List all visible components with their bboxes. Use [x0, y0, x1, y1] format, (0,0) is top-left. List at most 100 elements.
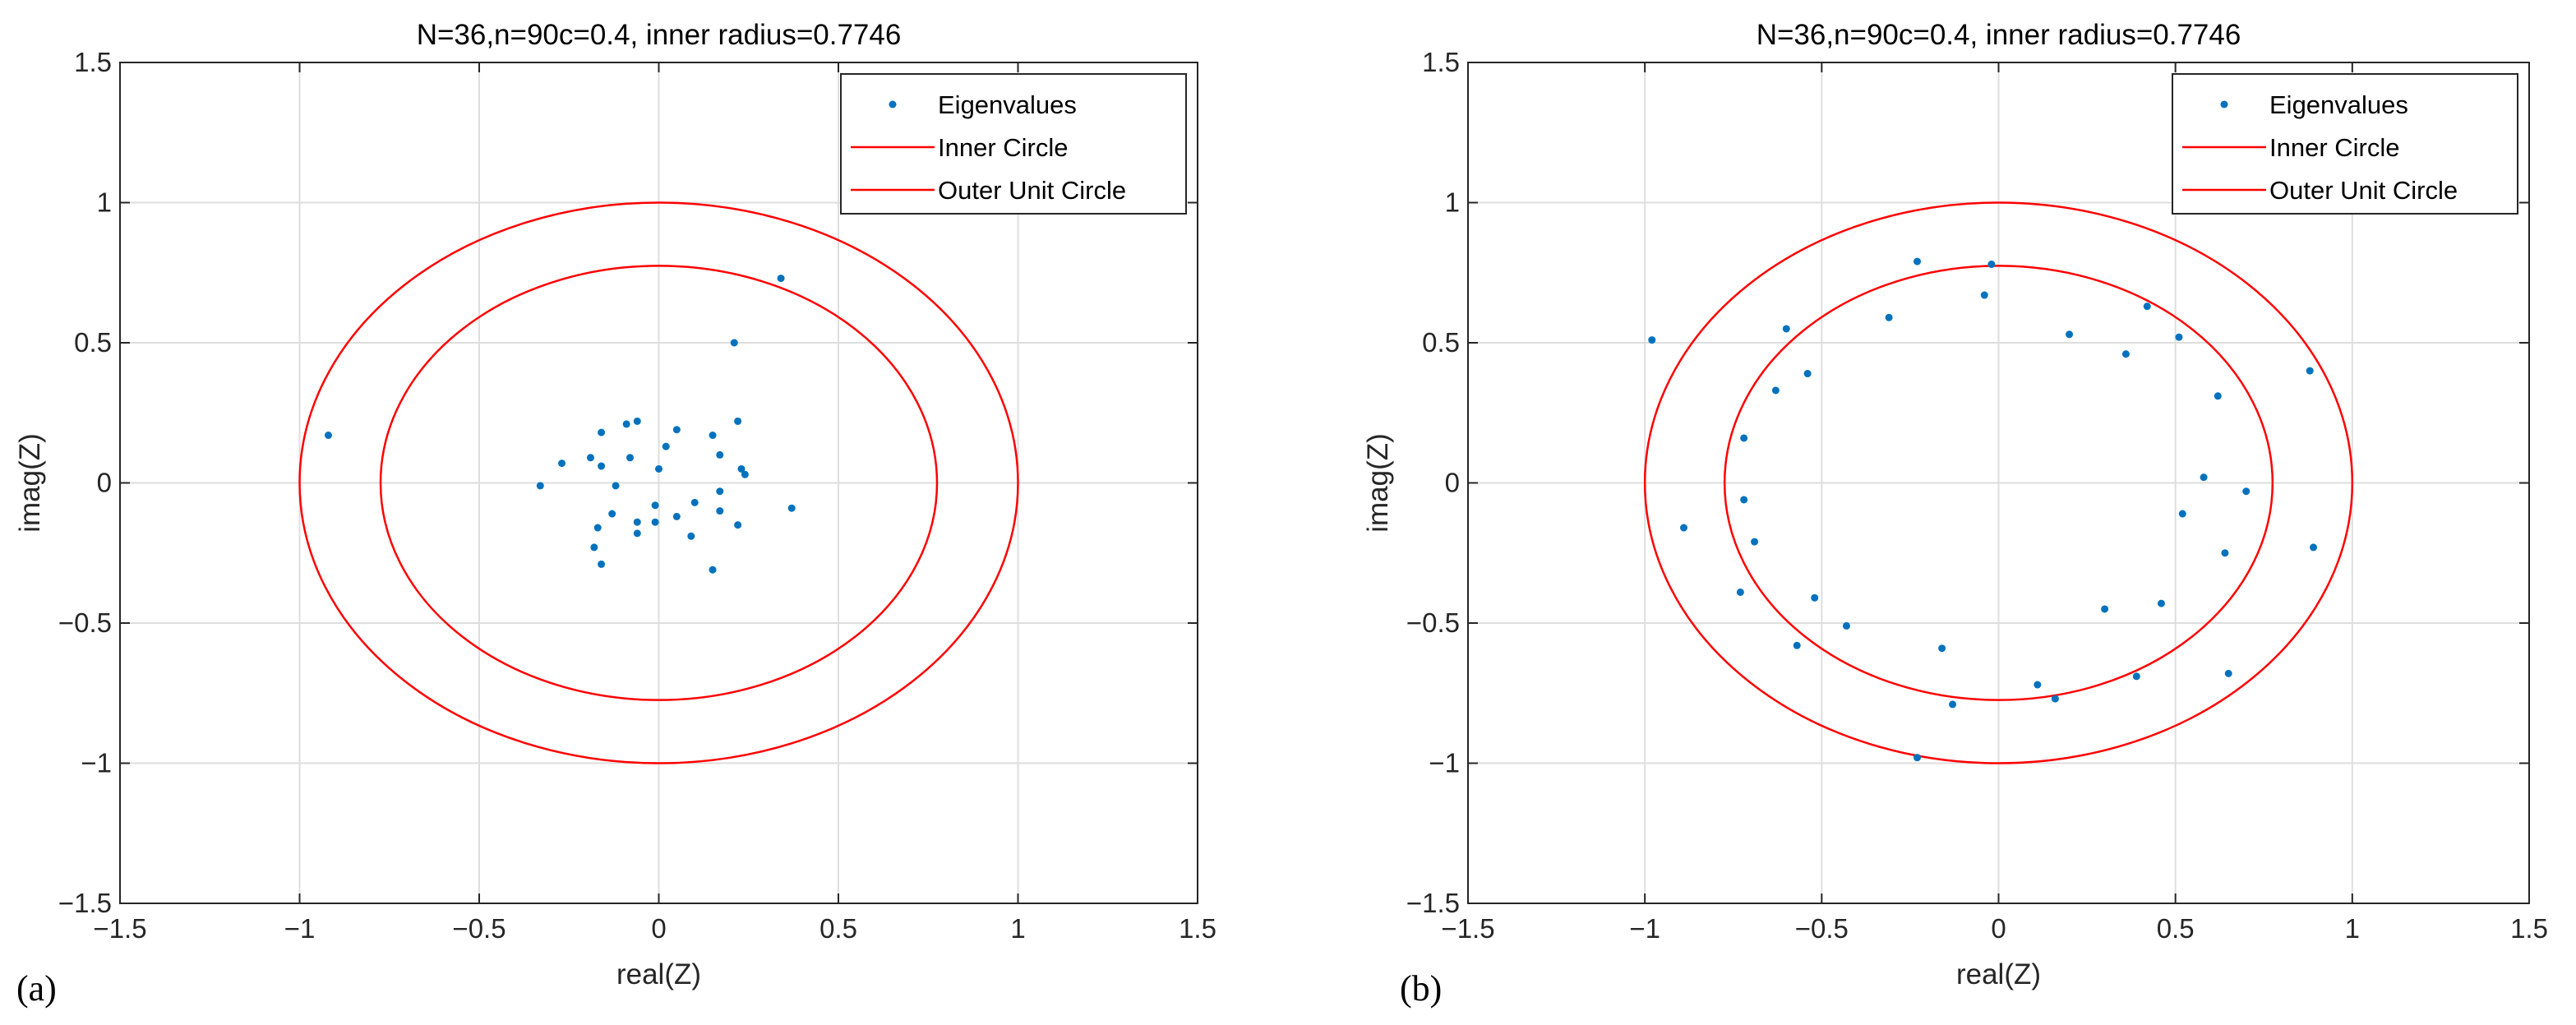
- eigenvalue-point: [1949, 700, 1957, 709]
- eigenvalue-point: [672, 426, 681, 434]
- x-tick-label: 1: [2345, 913, 2360, 944]
- y-tick-label: −0.5: [58, 607, 112, 638]
- eigenvalue-point: [2175, 333, 2183, 341]
- eigenvalue-point: [651, 501, 659, 510]
- eigenvalue-point: [2309, 543, 2317, 552]
- eigenvalue-point: [734, 417, 742, 425]
- eigenvalue-point: [633, 518, 641, 526]
- eigenvalue-point: [2200, 473, 2208, 482]
- eigenvalue-point: [1771, 386, 1780, 395]
- outer-unit-circle-curve: [298, 201, 1019, 764]
- x-axis-label: real(Z): [1956, 958, 2041, 990]
- eigenvalue-point: [1914, 257, 1922, 265]
- eigenvalue-point: [787, 504, 796, 512]
- eigenvalue-point: [690, 498, 699, 506]
- eigenvalue-point: [2143, 302, 2151, 311]
- x-tick-label: 0: [1991, 913, 2006, 944]
- eigenvalue-point: [662, 442, 670, 450]
- eigenvalue-point: [2101, 605, 2109, 613]
- chart-title: N=36,n=90c=0.4, inner radius=0.7746: [1757, 19, 2241, 51]
- eigenvalue-point: [590, 543, 598, 552]
- x-tick-label: 1.5: [1179, 913, 1216, 944]
- inner-circle-curve: [1723, 265, 2274, 701]
- eigenvalue-point: [612, 482, 620, 490]
- eigenvalue-point: [672, 512, 681, 520]
- x-tick-label: 0.5: [819, 913, 857, 944]
- panel-b: −1.5 −1 −0.5 0 0.5 1 1.5 −1.5 −1 −0.5 0 0.5 1 1.5 N=36…: [1362, 19, 2548, 1009]
- eigenvalue-point: [1740, 434, 1748, 442]
- eigenvalue-point: [1793, 641, 1801, 649]
- eigenvalue-point: [593, 524, 602, 532]
- eigenvalue-point: [687, 532, 695, 540]
- eigenvalue-point: [622, 420, 630, 428]
- y-tick-label: 0.5: [74, 327, 112, 358]
- eigenvalue-point: [716, 487, 724, 496]
- eigenvalue-point: [1803, 370, 1812, 378]
- eigenvalue-point: [1680, 524, 1688, 532]
- eigenvalue-point: [2306, 367, 2314, 375]
- eigenvalue-point: [558, 459, 566, 468]
- x-tick-label: −0.5: [1795, 913, 1849, 944]
- eigenvalue-point: [1811, 593, 1819, 602]
- legend-entry-label: Inner Circle: [2269, 133, 2400, 162]
- y-axis-label: imag(Z): [14, 433, 46, 533]
- x-tick-label: 0: [651, 913, 666, 944]
- eigenvalue-point: [586, 454, 594, 462]
- eigenvalue-point: [2214, 392, 2222, 400]
- eigenvalue-point: [2051, 695, 2059, 703]
- eigenvalue-point: [716, 507, 724, 515]
- eigenvalue-point: [1938, 644, 1946, 653]
- eigenvalue-point: [1842, 621, 1850, 630]
- x-tick-label: −0.5: [452, 913, 506, 944]
- legend-marker-eigenvalues: [2220, 100, 2228, 109]
- y-axis-label: imag(Z): [1362, 433, 1394, 533]
- eigenvalue-point: [716, 450, 724, 459]
- eigenvalue-point: [730, 339, 738, 347]
- eigenvalue-point: [1736, 588, 1744, 596]
- y-tick-label: 1: [97, 187, 112, 218]
- eigenvalue-point: [655, 464, 662, 473]
- eigenvalue-point: [777, 275, 785, 283]
- y-tick-label: −1: [1429, 748, 1460, 778]
- panel-label: (b): [1400, 968, 1442, 1009]
- y-tick-label: −1.5: [1406, 888, 1460, 918]
- chart-title: N=36,n=90c=0.4, inner radius=0.7746: [417, 19, 902, 51]
- eigenvalue-point: [651, 518, 659, 526]
- eigenvalue-point: [324, 432, 332, 440]
- eigenvalue-point: [2034, 681, 2042, 689]
- legend-entry-label: Outer Unit Circle: [938, 176, 1126, 205]
- legend: Eigenvalues Inner Circle Outer Unit Circle: [840, 73, 1187, 215]
- outer-unit-circle-curve: [1643, 201, 2354, 764]
- eigenvalue-point: [536, 482, 544, 490]
- eigenvalue-point: [1751, 538, 1759, 546]
- eigenvalue-point: [709, 432, 717, 440]
- x-tick-label: 1.5: [2510, 913, 2548, 944]
- y-tick-label: 0: [97, 468, 112, 498]
- eigenvalue-point: [2066, 330, 2074, 339]
- eigenvalue-point: [598, 560, 606, 568]
- y-tick-label: −1: [81, 748, 112, 778]
- eigenvalue-point: [2224, 669, 2232, 677]
- legend-entry-label: Outer Unit Circle: [2269, 176, 2458, 205]
- eigenvalue-point: [598, 428, 606, 436]
- eigenvalue-point: [709, 566, 717, 574]
- eigenvalue-point: [608, 510, 616, 518]
- eigenvalue-point: [2132, 672, 2140, 681]
- eigenvalue-point: [734, 521, 742, 529]
- y-tick-label: 0.5: [1422, 327, 1460, 358]
- eigenvalue-point: [2121, 350, 2130, 358]
- eigenvalue-point: [1648, 336, 1656, 344]
- eigenvalue-point: [633, 529, 641, 538]
- eigenvalue-point: [1782, 325, 1790, 333]
- y-tick-label: −0.5: [1406, 607, 1460, 638]
- x-tick-label: 0.5: [2157, 913, 2195, 944]
- eigenvalue-point: [1914, 754, 1922, 762]
- x-axis-label: real(Z): [616, 958, 701, 990]
- x-tick-label: −1: [1629, 913, 1660, 944]
- eigenvalue-point: [1885, 313, 1893, 321]
- y-tick-label: 1.5: [74, 47, 112, 77]
- y-tick-label: 1: [1445, 187, 1460, 218]
- x-tick-label: −1: [284, 913, 316, 944]
- x-tick-label: 1: [1010, 913, 1025, 944]
